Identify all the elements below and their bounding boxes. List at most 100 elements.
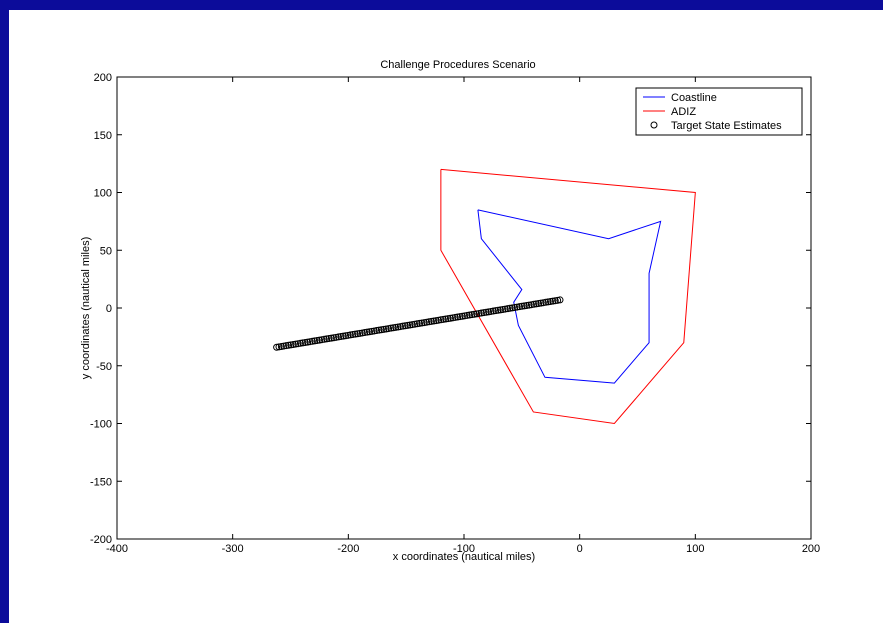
x-tick-label: -100 bbox=[453, 543, 475, 555]
target-estimate-point bbox=[342, 332, 350, 340]
target-estimate-point bbox=[339, 332, 347, 340]
target-estimate-point bbox=[475, 309, 483, 317]
target-estimate-point bbox=[380, 325, 388, 333]
target-estimate-point bbox=[442, 315, 450, 323]
target-estimate-point bbox=[396, 323, 404, 331]
target-estimate-point bbox=[344, 331, 352, 339]
target-estimate-point bbox=[330, 334, 338, 342]
target-estimate-point bbox=[296, 339, 304, 347]
target-estimate-point bbox=[489, 307, 497, 315]
target-estimate-point bbox=[304, 338, 312, 346]
target-estimate-point bbox=[363, 328, 371, 336]
target-estimate-point bbox=[461, 312, 469, 320]
target-estimate-point bbox=[435, 316, 443, 324]
target-estimate-point bbox=[444, 315, 452, 323]
legend-target-marker bbox=[650, 121, 658, 129]
target-estimate-point bbox=[446, 314, 454, 322]
series-lines bbox=[440, 168, 696, 425]
target-estimate-point bbox=[499, 305, 507, 313]
y-tick-label: -100 bbox=[90, 419, 112, 431]
target-estimate-point bbox=[504, 305, 512, 313]
target-estimate-point bbox=[539, 299, 547, 307]
target-estimate-point bbox=[313, 337, 321, 345]
target-estimate-point bbox=[501, 305, 509, 313]
target-estimate-point bbox=[454, 313, 462, 321]
target-estimate-point bbox=[277, 342, 285, 350]
target-estimate-point bbox=[456, 313, 464, 321]
target-estimate-point bbox=[387, 324, 395, 332]
y-tick-label: 200 bbox=[94, 72, 112, 84]
target-estimate-point bbox=[356, 329, 364, 337]
target-estimate-point bbox=[466, 311, 474, 319]
legend-target-label: Target State Estimates bbox=[671, 120, 782, 132]
target-estimate-point bbox=[399, 322, 407, 330]
target-estimate-point bbox=[546, 298, 554, 306]
target-estimate-point bbox=[418, 319, 426, 327]
target-estimate-point bbox=[311, 337, 319, 345]
target-estimate-point bbox=[458, 312, 466, 320]
target-estimate-point bbox=[373, 327, 381, 335]
target-estimate-point bbox=[544, 298, 552, 306]
target-estimate-point bbox=[411, 320, 419, 328]
target-estimate-point bbox=[370, 327, 378, 335]
target-estimate-point bbox=[423, 318, 431, 326]
legend: Coastline ADIZ Target State Estimates bbox=[635, 87, 803, 136]
x-tick-label: 0 bbox=[577, 543, 583, 555]
target-estimate-point bbox=[377, 326, 385, 334]
target-estimate-point bbox=[280, 342, 288, 350]
target-estimate-point bbox=[523, 301, 531, 309]
x-tick-label: -200 bbox=[337, 543, 359, 555]
target-estimate-point bbox=[292, 340, 300, 348]
target-estimate-point bbox=[361, 329, 369, 337]
plot-area bbox=[116, 76, 812, 540]
target-estimate-point bbox=[404, 321, 412, 329]
legend-adiz-label: ADIZ bbox=[671, 106, 696, 118]
target-estimate-point bbox=[463, 311, 471, 319]
y-tick-label: -50 bbox=[96, 361, 112, 373]
target-estimate-point bbox=[487, 307, 495, 315]
target-estimate-point bbox=[273, 343, 281, 351]
target-estimate-point bbox=[332, 333, 340, 341]
target-estimate-point bbox=[323, 335, 331, 343]
x-tick-label: -300 bbox=[222, 543, 244, 555]
x-tick-label: -400 bbox=[106, 543, 128, 555]
target-estimate-point bbox=[480, 309, 488, 317]
target-estimate-point bbox=[389, 324, 397, 332]
target-estimate-point bbox=[430, 317, 438, 325]
target-estimate-point bbox=[506, 304, 514, 312]
target-estimate-point bbox=[308, 337, 316, 345]
target-estimate-point bbox=[530, 300, 538, 308]
target-estimate-point bbox=[477, 309, 485, 317]
target-estimate-point bbox=[325, 335, 333, 343]
target-estimate-point bbox=[354, 330, 362, 338]
target-estimate-point bbox=[392, 323, 400, 331]
target-estimate-point bbox=[513, 303, 521, 311]
target-estimate-point bbox=[496, 306, 504, 314]
target-estimate-point bbox=[525, 301, 533, 309]
target-estimate-point bbox=[365, 328, 373, 336]
target-estimate-point bbox=[294, 340, 302, 348]
coastline-line bbox=[477, 209, 662, 384]
target-estimate-point bbox=[351, 330, 359, 338]
target-estimate-point bbox=[358, 329, 366, 337]
legend-coastline-label: Coastline bbox=[671, 92, 717, 104]
x-tick-label: 100 bbox=[686, 543, 704, 555]
target-estimate-point bbox=[275, 343, 283, 351]
target-estimate-point bbox=[511, 303, 519, 311]
x-axis: -400 -300 -200 -100 0 100 200 bbox=[106, 77, 820, 555]
target-estimate-point bbox=[413, 320, 421, 328]
target-estimate-point bbox=[320, 335, 328, 343]
target-estimate-point bbox=[306, 338, 314, 346]
x-tick-label: 200 bbox=[802, 543, 820, 555]
target-estimate-point bbox=[301, 338, 309, 346]
target-estimate-point bbox=[382, 325, 390, 333]
target-estimate-point bbox=[439, 315, 447, 323]
target-estimate-point bbox=[420, 319, 428, 327]
target-estimate-point bbox=[425, 318, 433, 326]
target-estimate-point bbox=[299, 339, 307, 347]
target-estimate-point bbox=[518, 302, 526, 310]
target-estimate-point bbox=[551, 297, 559, 305]
y-tick-label: 150 bbox=[94, 130, 112, 142]
y-axis: -200 -150 -100 -50 0 50 100 150 200 bbox=[90, 72, 811, 546]
target-estimate-point bbox=[427, 317, 435, 325]
